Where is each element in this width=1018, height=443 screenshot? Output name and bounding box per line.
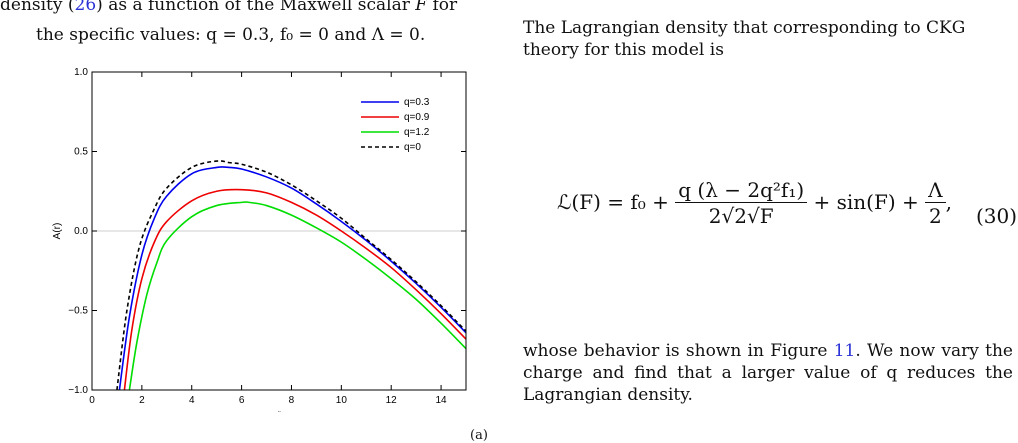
- legend-label: q=0.3: [404, 97, 430, 108]
- y-tick-label: 0.0: [74, 226, 88, 237]
- series-line-q-1-2: [128, 201, 466, 390]
- series-line-q-0-9: [123, 188, 466, 390]
- plot-area: 0 2 4 6 8 10 12 14 −1.0 −0.5 0.0 0.5 1.0 r A(r) q=0.3 q=…: [52, 67, 467, 412]
- x-tick-label: 6: [239, 395, 245, 406]
- x-tick-label: 2: [139, 395, 145, 406]
- fraction-denominator: 2: [928, 204, 942, 228]
- x-tick-label: 8: [289, 395, 295, 406]
- x-tick-label: 14: [436, 395, 448, 406]
- equation-30: ℒ(F) = f₀ + q (λ − 2q²f₁) 2√2√F + sin(F) …: [557, 178, 1017, 258]
- series-line-q-0-3: [118, 166, 466, 390]
- legend-label: q=0: [404, 142, 421, 153]
- paragraph-behavior: whose behavior is shown in Figure 11. We…: [523, 340, 1013, 406]
- x-tick-label: 10: [336, 395, 348, 406]
- caption-text: ) as a function of the Maxwell scalar: [96, 0, 416, 15]
- x-axis-label: r: [277, 409, 281, 412]
- caption-line-1: density (26) as a function of the Maxwel…: [0, 0, 457, 16]
- fraction-numerator: Λ: [925, 178, 946, 203]
- paragraph-text: . We now vary the charge and find that a…: [523, 341, 1013, 405]
- equation-lhs: ℒ(F) = f₀ +: [557, 190, 676, 214]
- equation-mid: + sin(F) +: [807, 190, 926, 214]
- y-axis-label: A(r): [52, 223, 63, 240]
- caption-text: density (: [0, 0, 75, 15]
- equation-ref-link[interactable]: 26: [74, 0, 97, 15]
- line-chart: 0 2 4 6 8 10 12 14 −1.0 −0.5 0.0 0.5 1.0 r A(r) q=0.3 q=…: [52, 67, 467, 412]
- caption-text: for: [427, 0, 458, 15]
- fraction-denominator: 2√2√F: [708, 204, 774, 228]
- paragraph-text: whose behavior is shown in Figure: [523, 341, 834, 361]
- x-tick-label: 0: [89, 395, 95, 406]
- equation-fraction: q (λ − 2q²f₁) 2√2√F: [675, 178, 808, 229]
- x-tick-label: 12: [386, 395, 398, 406]
- y-tick-label: 1.0: [74, 67, 88, 78]
- equation-comma: ,: [945, 190, 952, 214]
- subfigure-label: (a): [470, 428, 488, 443]
- legend-label: q=1.2: [404, 127, 430, 138]
- y-tick-label: −1.0: [68, 385, 88, 396]
- figure-ref-link[interactable]: 11: [833, 341, 856, 361]
- x-tick-label: 4: [189, 395, 195, 406]
- y-tick-label: −0.5: [68, 306, 88, 317]
- caption-var: F: [415, 0, 428, 15]
- fraction-numerator: q (λ − 2q²f₁): [675, 178, 808, 203]
- series-line-q-0: [116, 160, 466, 390]
- caption-line-2: the specific values: q = 0.3, f₀ = 0 and…: [36, 25, 426, 45]
- paragraph-intro: The Lagrangian density that correspondin…: [523, 18, 966, 60]
- legend-label: q=0.9: [404, 112, 430, 123]
- y-tick-label: 0.5: [74, 147, 88, 158]
- equation-number: (30): [975, 204, 1017, 228]
